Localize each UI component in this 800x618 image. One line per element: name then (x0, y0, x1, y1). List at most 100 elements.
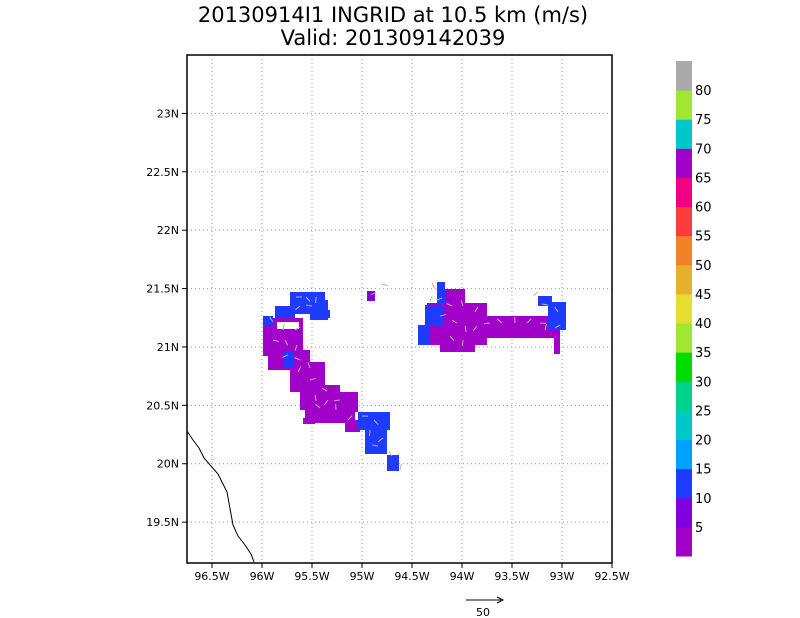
wind-vector (429, 295, 433, 302)
wind-vector (461, 339, 464, 347)
colorbar-segment (676, 90, 692, 120)
lon-tick-label: 93.5W (494, 570, 529, 583)
colorbar-label: 50 (695, 259, 712, 274)
colorbar: 5 10 15 20 25 30 35 40 45 50 55 60 65 70 75 80 (676, 61, 712, 557)
wind-vector (436, 297, 443, 301)
wind-vector (282, 354, 289, 358)
wind-vector (451, 319, 458, 324)
wind-vector (307, 362, 311, 369)
lat-tick-label: 22.5N (146, 166, 179, 179)
wind-cell (303, 418, 315, 424)
lon-tick-label: 95W (350, 570, 375, 583)
wind-vector (315, 403, 321, 409)
wind-vector (294, 326, 301, 331)
colorbar-label: 5 (695, 521, 703, 536)
wind-vector (526, 318, 532, 324)
lat-tick-label: 19.5N (146, 516, 179, 529)
lon-tick-label: 95.5W (294, 570, 329, 583)
colorbar-segment (676, 293, 692, 324)
wind-vector (388, 450, 393, 457)
colorbar-segment (676, 61, 692, 91)
wind-vector (373, 419, 379, 425)
colorbar-segment (676, 468, 692, 499)
colorbar-label: 60 (695, 201, 712, 216)
wind-cell (425, 305, 443, 325)
colorbar-label: 55 (695, 230, 712, 245)
colorbar-label: 10 (695, 492, 712, 507)
wind-cell (418, 325, 430, 345)
lat-tick-label: 20.5N (146, 399, 179, 412)
colorbar-segment (676, 119, 692, 149)
wind-vector (347, 415, 353, 421)
colorbar-label: 65 (695, 171, 712, 186)
lat-tick-label: 21N (157, 341, 179, 354)
lat-tick-label: 21.5N (146, 283, 179, 296)
wind-vector (368, 429, 371, 437)
lon-tick-label: 92.5W (594, 570, 629, 583)
wind-vector (554, 306, 559, 313)
wind-vector (333, 399, 341, 402)
colorbar-segment (676, 497, 692, 528)
lat-tick-label: 20N (157, 458, 179, 471)
colorbar-segment (676, 352, 692, 382)
lon-tick-label: 96.5W (194, 570, 229, 583)
latitude-labels: 23N 22.5N 22N 21.5N 21N 20.5N 20N 19.5N (146, 107, 179, 529)
colorbar-segment (676, 264, 692, 295)
colorbar-label: 15 (695, 463, 712, 478)
colorbar-segment (676, 177, 692, 208)
colorbar-label: 25 (695, 404, 712, 419)
colorbar-segment (676, 381, 692, 411)
wind-vector (544, 324, 547, 331)
wind-vector (381, 283, 388, 287)
wind-cell (358, 412, 390, 430)
colorbar-segment (676, 439, 692, 470)
map-title: 20130914I1 INGRID at 10.5 km (m/s) (197, 3, 589, 27)
wind-cell (367, 291, 375, 301)
valid-time: Valid: 201309142039 (280, 26, 506, 50)
wind-vector (294, 357, 301, 361)
wind-cell (320, 310, 330, 318)
colorbar-segment (676, 206, 692, 237)
colorbar-segment (676, 410, 692, 441)
wind-cell (387, 455, 399, 471)
wind-vector (446, 303, 453, 307)
wind-vector (282, 324, 285, 331)
colorbar-label: 30 (695, 375, 712, 390)
colorbar-label: 70 (695, 142, 712, 157)
reference-vector-label: 50 (476, 606, 490, 618)
colorbar-label: 20 (695, 434, 712, 449)
wind-vector (399, 464, 402, 471)
wind-vector (295, 305, 301, 311)
colorbar-label: 80 (695, 84, 712, 99)
lon-tick-label: 93W (550, 570, 575, 583)
wind-vector (272, 339, 279, 343)
wind-vector (497, 318, 503, 324)
wind-field (263, 282, 566, 471)
lat-tick-label: 23N (157, 107, 179, 120)
wind-vector (464, 325, 467, 332)
wind-vector (431, 282, 436, 289)
wind-vector (532, 291, 539, 297)
wind-vector (324, 399, 329, 406)
wind-vector (321, 387, 328, 392)
colorbar-segment (676, 323, 692, 353)
wind-cell (440, 340, 475, 352)
wind-cell (538, 296, 552, 306)
no-data-gap (277, 322, 299, 329)
grid-lines (182, 55, 613, 568)
lon-tick-label: 94W (450, 570, 475, 583)
wind-vector (284, 339, 289, 346)
wind-vector (297, 366, 302, 373)
wind-cell (440, 289, 465, 305)
wind-cell (365, 428, 387, 454)
colorbar-label: 45 (695, 288, 712, 303)
wind-vector (370, 291, 377, 296)
coastline (186, 430, 255, 563)
wind-vector (542, 303, 549, 306)
wind-vector (439, 314, 446, 317)
colorbar-label: 75 (695, 113, 712, 128)
wind-vector (269, 316, 274, 323)
map-frame (186, 54, 613, 564)
colorbar-segment (676, 235, 692, 266)
